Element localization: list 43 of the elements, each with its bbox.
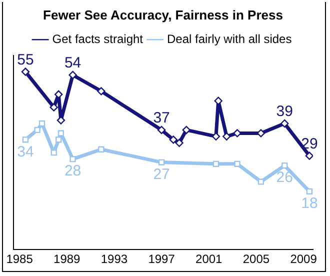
point [305,152,313,160]
point [70,156,76,162]
point [175,138,184,147]
point [306,188,313,194]
point [157,126,166,134]
data-label: 54 [64,54,82,72]
x-tick-label: 2001 [196,252,223,266]
x-tick-label: 1989 [54,252,81,266]
point [258,178,264,185]
point [22,136,29,143]
data-label: 37 [153,110,170,127]
point [234,160,240,167]
x-tick-label: 1993 [100,252,128,266]
legend-label: Deal fairly with all sides [166,32,292,46]
point [38,120,46,127]
data-label: 27 [153,166,170,183]
data-label: 55 [17,51,34,68]
point [68,70,77,80]
legend-label: Get facts straight [52,32,144,46]
x-tick-label: 2005 [242,252,270,266]
point [212,160,220,167]
data-label: 18 [301,195,318,212]
data-label: 28 [64,162,82,180]
point [56,136,62,143]
point [222,132,231,141]
point [97,87,106,96]
point [34,126,40,134]
chart-title: Fewer See Accuracy, Fairness in Press [43,7,283,22]
point [21,68,30,76]
x-tick-label: 1997 [148,252,176,266]
point [50,150,57,156]
data-label: 39 [276,103,293,120]
x-tick-label: 2009 [290,252,318,266]
point [282,162,288,169]
point [58,130,64,136]
point [98,146,104,152]
point [158,159,165,166]
x-tick-label: 1985 [6,252,34,266]
point [182,126,190,134]
data-label: 34 [17,143,34,160]
point [169,136,178,144]
point [50,103,58,112]
point [280,119,289,128]
